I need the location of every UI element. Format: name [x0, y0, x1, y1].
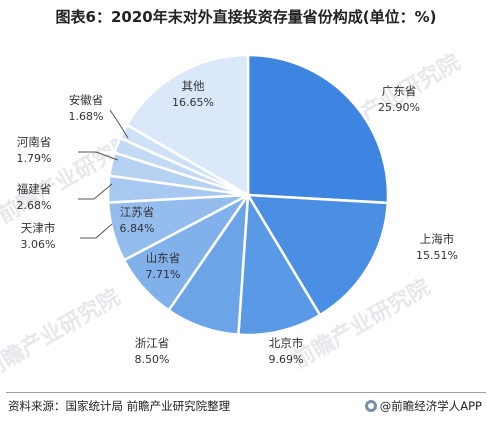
slice-label-value: 25.90%	[378, 101, 420, 114]
slice-label-value: 8.50%	[135, 353, 170, 366]
slice-label-name: 天津市	[21, 221, 56, 235]
slice-label-name: 北京市	[269, 336, 304, 350]
leader-line	[80, 223, 113, 239]
slice-label-value: 9.69%	[269, 353, 304, 366]
brand-credit: @前瞻经济学人APP	[364, 398, 482, 414]
leader-line	[78, 183, 113, 200]
slice-label-name: 江苏省	[120, 205, 155, 219]
slice-labels: 广东省 25.90% 上海市 15.51% 北京市 9.69% 浙江省 8.50% 山东省 7.7…	[17, 79, 458, 366]
slice-label-name: 浙江省	[135, 336, 170, 350]
pie-slice-2	[245, 193, 390, 317]
slice-label-name: 山东省	[146, 251, 181, 265]
source-note: 资料来源：国家统计局 前瞻产业研究院整理	[8, 399, 231, 413]
slice-label-name: 福建省	[17, 182, 52, 196]
slice-label-name: 其他	[182, 79, 205, 93]
leader-line	[78, 151, 119, 161]
watermark-text: 前瞻产业研究院	[0, 284, 125, 384]
leader-line	[109, 109, 129, 139]
slice-label-value: 2.68%	[17, 199, 52, 212]
slice-label-value: 1.79%	[17, 152, 52, 165]
slice-label-value: 16.65%	[172, 96, 214, 109]
pie-slice-1	[246, 53, 390, 205]
chart-title: 图表6：2020年末对外直接投资存量省份构成(单位：%)	[55, 8, 437, 26]
footer-divider	[6, 392, 486, 393]
slice-label-name: 安徽省	[69, 93, 104, 107]
pie-slice-3	[237, 190, 322, 337]
slice-label-name: 上海市	[420, 232, 455, 246]
leader-lines	[78, 109, 129, 239]
slice-label-value: 7.71%	[146, 268, 181, 281]
brand-text: @前瞻经济学人APP	[379, 399, 482, 413]
slice-label-name: 广东省	[382, 84, 417, 98]
slice-label-value: 15.51%	[416, 249, 458, 262]
pie-slices	[106, 53, 390, 337]
slice-label-value: 1.68%	[69, 110, 104, 123]
slice-label-name: 河南省	[17, 135, 52, 149]
slice-label-value: 6.84%	[120, 222, 155, 235]
brand-logo-icon	[364, 400, 377, 412]
pie-slice-11	[125, 53, 250, 198]
slice-label-value: 3.06%	[21, 238, 56, 251]
